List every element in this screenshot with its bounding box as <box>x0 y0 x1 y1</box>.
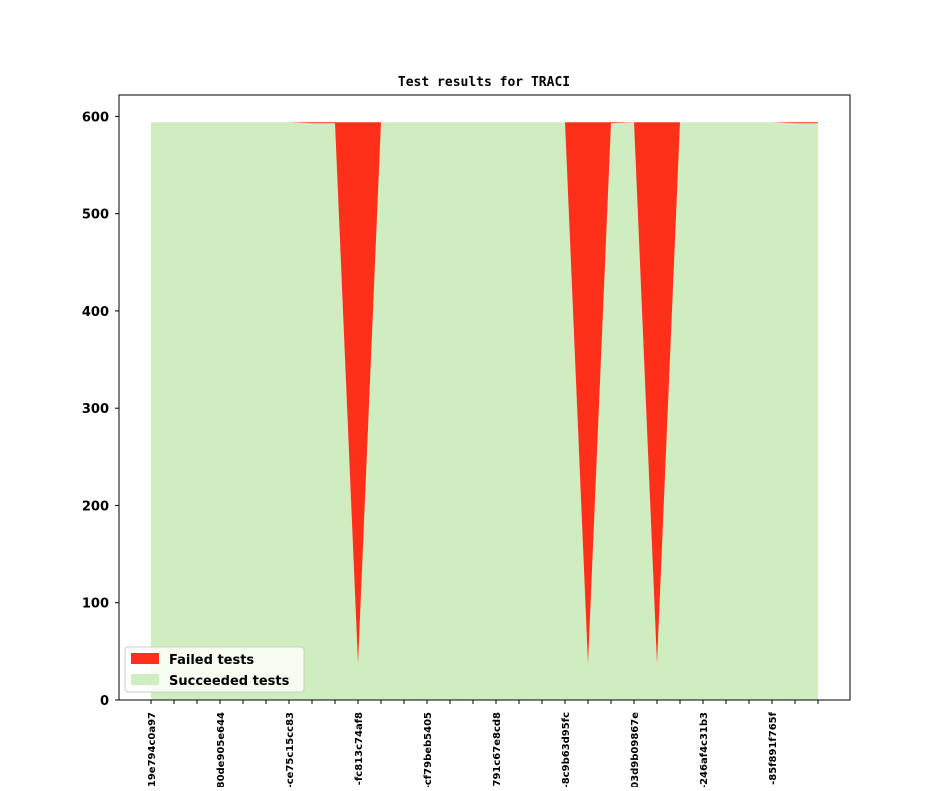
x-tick-label: 80de905e644 <box>216 712 227 787</box>
y-tick-label: 100 <box>82 597 109 612</box>
legend-label: Failed tests <box>169 653 254 668</box>
x-tick-label: -85f891f765f <box>768 711 779 785</box>
x-tick-label: -fc813c74af8 <box>354 712 365 785</box>
legend-swatch <box>131 653 159 664</box>
x-tick-label: 791c67e8cd8 <box>492 712 503 787</box>
plot-frame <box>118 94 851 701</box>
legend: Failed tests Succeeded tests <box>124 646 305 693</box>
x-tick-label: -ce75c15cc83 <box>285 712 296 787</box>
legend-swatch <box>131 674 159 685</box>
y-tick-label: 200 <box>82 499 109 514</box>
x-tick-label: 19e794c0a97 <box>147 712 158 787</box>
area <box>151 122 818 665</box>
x-tick-label: -8c9b63d95fc <box>561 712 572 787</box>
x-tick-label: 03d9b09867e <box>630 712 641 787</box>
y-tick-label: 500 <box>82 208 109 223</box>
area <box>151 122 818 700</box>
legend-label: Succeeded tests <box>169 674 290 689</box>
legend-box <box>124 646 305 693</box>
y-tick-label: 400 <box>82 305 109 320</box>
y-tick-label: 300 <box>82 402 109 417</box>
y-tick-label: 0 <box>100 694 109 709</box>
x-tick-label: -246af4c31b3 <box>699 712 710 787</box>
x-tick-label: -cf79beb5405 <box>423 712 434 787</box>
y-tick-label: 600 <box>82 110 109 125</box>
chart-title: Test results for TRACI <box>398 75 570 90</box>
